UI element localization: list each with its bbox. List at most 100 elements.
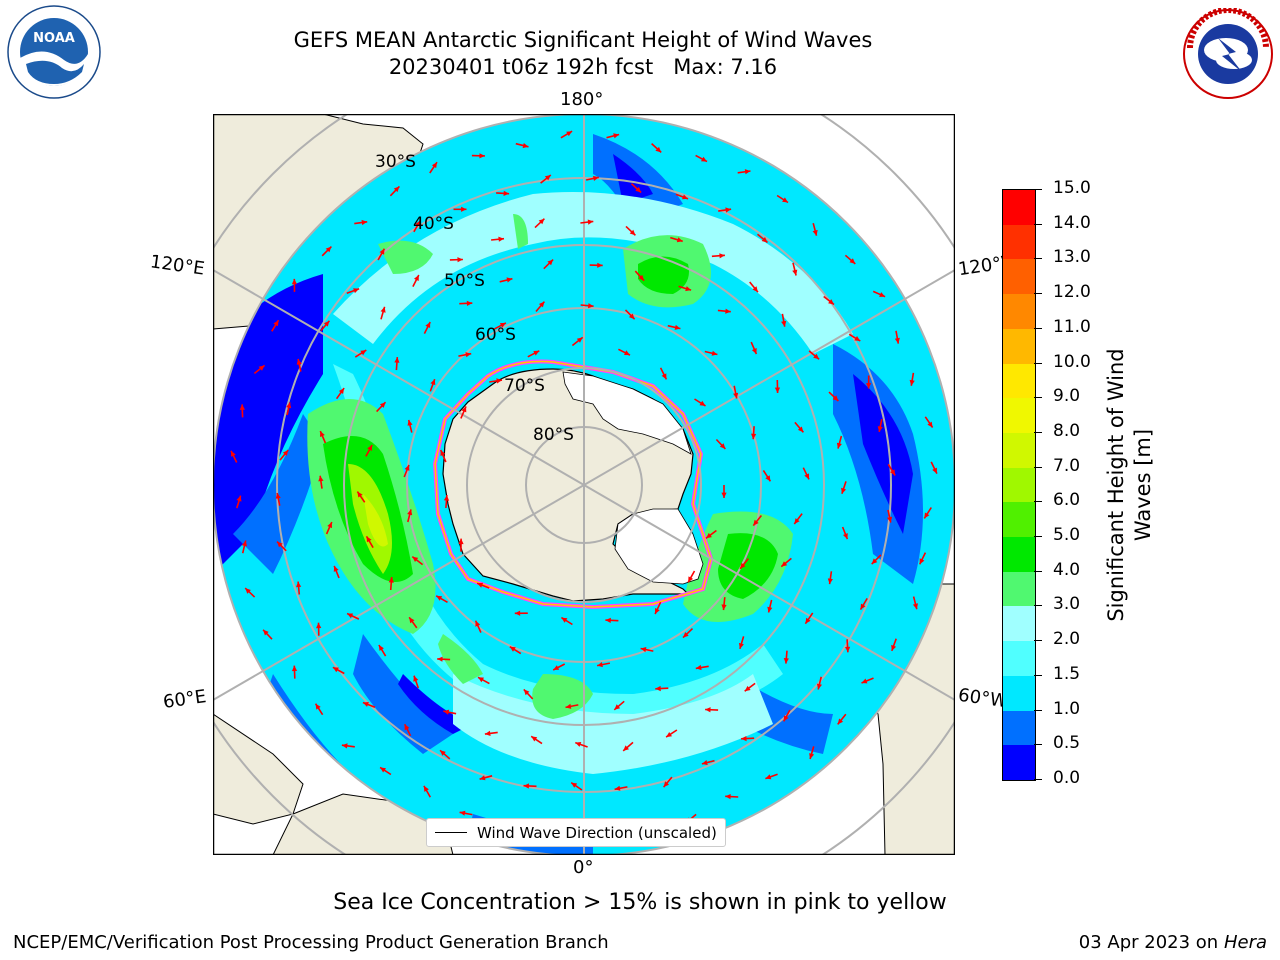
lat-label-50s: 50°S: [444, 271, 485, 291]
wave-arrow-head: [531, 736, 538, 742]
wave-arrow-head: [561, 617, 568, 623]
wave-arrow-head: [241, 540, 247, 547]
colorbar-tick-mark: [1034, 709, 1042, 711]
wave-arrow-head: [614, 704, 621, 710]
wave-arrow-head: [783, 715, 789, 722]
colorbar-segment: [1003, 190, 1035, 225]
wave-arrow-head: [282, 450, 289, 456]
wave-arrow-head: [407, 419, 413, 426]
wave-arrow-head: [457, 257, 463, 263]
wave-arrow-head: [533, 350, 540, 356]
wave-arrow-head: [443, 709, 450, 715]
wave-arrow-head: [721, 492, 727, 498]
wave-arrow-head: [315, 703, 321, 710]
wave-arrow-head: [378, 645, 384, 651]
wave-arrow-head: [797, 426, 804, 433]
wave-arrow-head: [263, 629, 269, 636]
wave-arrow-head: [725, 308, 731, 314]
wave-arrow-head: [523, 783, 529, 789]
footer-machine: Hera: [1223, 932, 1267, 953]
wave-arrow-head: [296, 581, 302, 588]
colorbar-tick-mark: [1034, 466, 1042, 468]
wave-arrow-head: [407, 509, 413, 516]
wave-arrow-head: [613, 133, 620, 139]
wave-arrow-head: [380, 767, 386, 773]
wave-arrow-head: [361, 219, 368, 226]
wave-arrow-head: [393, 186, 400, 193]
wave-arrow-head: [605, 617, 611, 623]
wave-arrow-head: [466, 300, 473, 306]
wave-arrow-head: [509, 646, 516, 652]
footer-date: 03 Apr 2023 on: [1078, 932, 1224, 953]
wave-arrow-head: [849, 258, 856, 264]
lat-label-60s: 60°S: [475, 325, 516, 345]
wave-arrow-head: [538, 301, 545, 308]
footer-right: 03 Apr 2023 on Hera: [1079, 932, 1267, 953]
wave-arrow-head: [674, 324, 681, 330]
noaa-logo: NOAA: [4, 4, 104, 100]
colorbar-segment: [1003, 745, 1035, 780]
wave-arrow-head: [871, 558, 878, 565]
colorbar-tick-mark: [1034, 327, 1042, 329]
wave-arrow-head: [347, 613, 354, 619]
wave-arrow-head: [744, 169, 751, 175]
wave-arrow-head: [325, 246, 332, 253]
wave-arrow-head: [781, 320, 787, 327]
wave-arrow-head: [744, 685, 751, 692]
wave-arrow-head: [774, 387, 781, 393]
wave-arrow-head: [360, 350, 367, 356]
wave-arrow-head: [809, 753, 815, 759]
colorbar-segment: [1003, 363, 1035, 399]
wave-arrow-head: [695, 664, 702, 671]
wave-arrow-head: [333, 565, 339, 572]
wave-arrow-head: [805, 617, 811, 624]
colorbar-segment: [1003, 641, 1035, 676]
colorbar-tick-label: 2.0: [1053, 629, 1081, 650]
wave-arrow-head: [437, 656, 443, 662]
colorbar-tick-mark: [1034, 189, 1042, 190]
wave-arrow-head: [566, 131, 573, 137]
colorbar-tick-mark: [1034, 293, 1042, 295]
ice-ross: [562, 371, 692, 455]
wave-arrow-head: [571, 782, 578, 788]
wave-arrow-head: [499, 322, 506, 328]
wave-arrow-head: [576, 337, 583, 343]
wave-arrow-head: [458, 538, 464, 545]
lon-label-60e: 60°E: [161, 686, 208, 713]
wave-arrow-head: [866, 383, 872, 389]
colorbar-label: Significant Height of Wind Waves [m]: [1104, 348, 1155, 622]
wave-arrow-head: [544, 175, 551, 181]
wave-arrow-head: [379, 402, 386, 408]
wave-arrow-head: [699, 400, 706, 406]
lat-label-40s: 40°S: [413, 214, 454, 234]
wave-arrow-head: [711, 350, 718, 356]
chart-title: GEFS MEAN Antarctic Significant Height o…: [293, 28, 873, 52]
wave-arrow-head: [286, 402, 292, 409]
wave-arrow-head: [275, 493, 281, 499]
wave-arrow-head: [827, 578, 833, 585]
colorbar-tick-mark: [1034, 605, 1042, 607]
wave-arrow-head: [415, 220, 421, 227]
wave-arrow-head: [332, 667, 339, 673]
wave-arrow-head: [425, 322, 431, 328]
colorbar-tick-mark: [1034, 640, 1042, 642]
wave-arrow-head: [683, 632, 689, 638]
wave-arrow-head: [565, 703, 572, 709]
map-panel: 30°S 40°S 50°S 60°S 70°S 80°S Wind Wave …: [212, 113, 956, 856]
wave-arrow-head: [506, 277, 513, 283]
lon-label-0: 0°: [573, 857, 594, 878]
wave-arrow-head: [245, 588, 251, 594]
wave-arrow-head: [338, 388, 345, 394]
colorbar-tick-label: 13.0: [1053, 247, 1091, 268]
wave-arrow-head: [828, 299, 834, 305]
colorbar-segment: [1003, 432, 1035, 468]
wave-arrow-head: [666, 732, 672, 738]
wave-arrow-head: [794, 518, 800, 524]
wave-arrow-head: [832, 395, 839, 401]
wave-arrow-head: [655, 608, 660, 614]
wave-arrow-head: [484, 730, 491, 736]
colorbar-tick-mark: [1034, 570, 1042, 572]
wave-arrow-head: [629, 229, 636, 236]
wave-arrow-head: [879, 292, 886, 297]
wave-arrow-head: [701, 760, 708, 766]
